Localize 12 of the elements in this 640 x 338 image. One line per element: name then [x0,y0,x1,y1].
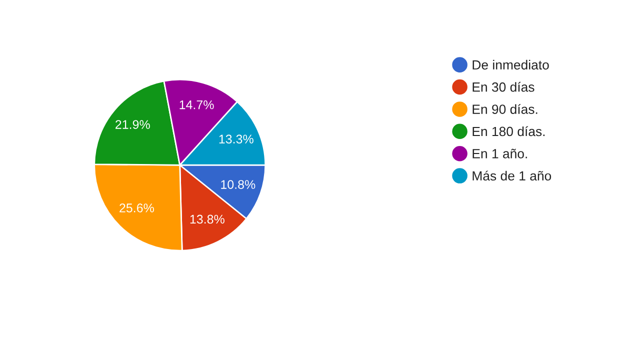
legend-label: En 30 días [472,82,534,92]
data-label: 14.7% [180,100,214,110]
data-label: 13.3% [219,134,254,144]
legend-label: En 1 año. [472,148,527,158]
legend-label: En 90 días. [472,104,538,114]
data-label: 21.9% [116,120,150,129]
legend-label: De inmediato [472,60,549,70]
legend-label: Más de 1 año [472,170,552,181]
data-label: 10.8% [221,180,256,189]
legend-label: En 180 días. [472,126,545,136]
data-label: 13.8% [190,214,224,224]
data-label: 25.6% [120,204,154,212]
